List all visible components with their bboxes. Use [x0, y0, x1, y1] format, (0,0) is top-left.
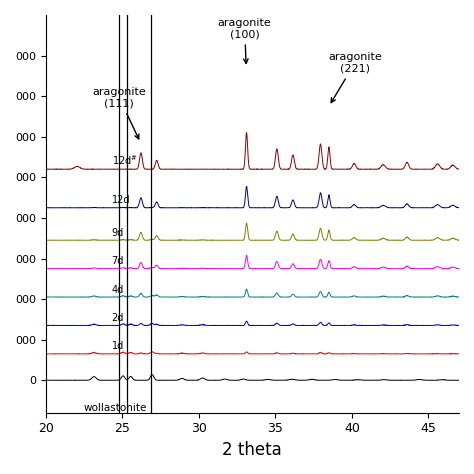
X-axis label: 2 theta: 2 theta [222, 441, 282, 459]
Text: 9d: 9d [111, 228, 124, 238]
Text: 7d: 7d [111, 256, 124, 266]
Text: aragonite
(100): aragonite (100) [218, 18, 272, 64]
Text: 12d$^{\#}$: 12d$^{\#}$ [111, 153, 137, 167]
Text: aragonite
(111): aragonite (111) [92, 87, 146, 139]
Text: 2d: 2d [111, 313, 124, 323]
Text: wollastonite: wollastonite [84, 402, 147, 412]
Text: 4d: 4d [111, 284, 124, 295]
Text: aragonite
(221): aragonite (221) [328, 52, 382, 102]
Text: 1d: 1d [111, 341, 124, 351]
Text: 12d: 12d [111, 195, 130, 205]
